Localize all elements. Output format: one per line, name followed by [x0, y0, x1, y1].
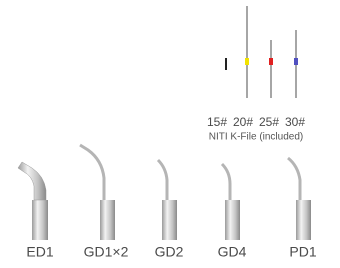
tip-label: GD4	[218, 244, 247, 260]
file-label: 30#	[285, 115, 305, 129]
product-image: 15# 20# 25# 30# NITI K-File (included) E…	[0, 0, 340, 268]
tip-shaft	[80, 145, 104, 200]
tip-shaft	[18, 162, 46, 200]
tip-shaft	[222, 164, 230, 200]
k-files	[225, 6, 298, 98]
tip-shaft	[288, 158, 300, 200]
tip-body	[225, 200, 240, 240]
tip-label: GD2	[155, 244, 184, 260]
tip-gd4	[222, 164, 240, 240]
file-label: 15#	[207, 115, 227, 129]
file-band	[245, 58, 249, 65]
file-caption: NITI K-File (included)	[209, 132, 303, 143]
scale-mark	[225, 58, 227, 70]
tip-body	[296, 200, 311, 240]
tip-body	[100, 200, 115, 240]
tip-label: ED1	[26, 244, 53, 260]
tip-ed1	[18, 162, 48, 240]
tip-gd2	[158, 160, 177, 240]
tip-pd1	[288, 158, 311, 240]
file-band	[294, 58, 298, 65]
tip-body	[162, 200, 177, 240]
tip-body	[32, 200, 48, 240]
tip-gd1	[80, 145, 115, 240]
page: 15# 20# 25# 30# NITI K-File (included) E…	[0, 0, 340, 268]
tip-shaft	[158, 160, 167, 200]
tip-label: GD1×2	[84, 244, 129, 260]
tip-label: PD1	[289, 244, 316, 260]
file-label: 25#	[259, 115, 279, 129]
file-band	[269, 58, 273, 65]
file-label: 20#	[233, 115, 253, 129]
